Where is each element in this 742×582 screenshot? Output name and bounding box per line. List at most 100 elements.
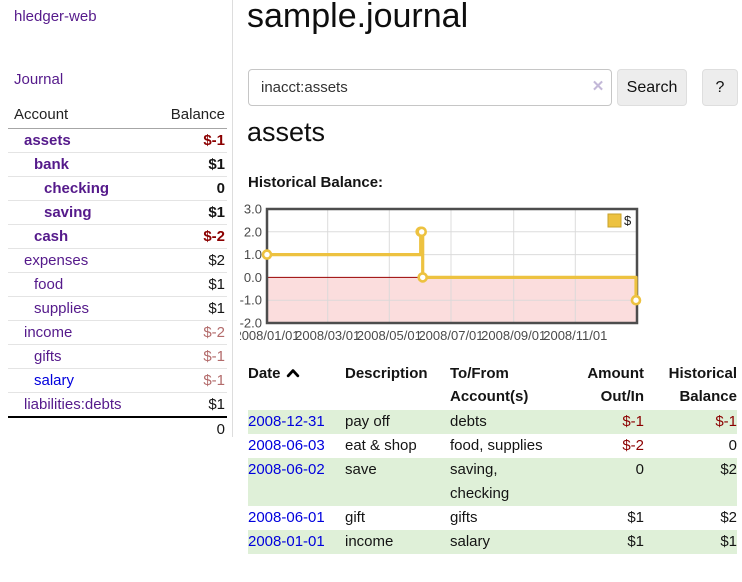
column-header-amount[interactable]: Amount Out/In: [587, 365, 644, 405]
account-balance: $1: [150, 152, 227, 177]
transaction-date[interactable]: 2008-06-02: [248, 458, 345, 506]
transaction-date[interactable]: 2008-06-01: [248, 506, 345, 530]
transaction-date-link[interactable]: 2008-06-01: [248, 509, 325, 526]
account-link[interactable]: salary: [34, 372, 75, 389]
accounts-total-balance: 0: [150, 416, 227, 441]
svg-text:0.0: 0.0: [244, 270, 262, 285]
transaction-accounts: gifts: [450, 509, 478, 526]
accounts-header-account: Account: [8, 103, 151, 129]
help-button[interactable]: ?: [702, 69, 738, 106]
account-link[interactable]: assets: [24, 132, 71, 149]
account-link[interactable]: food: [34, 276, 64, 293]
account-balance: $1: [150, 272, 227, 297]
transaction-description: gift: [345, 509, 366, 526]
app-title-link[interactable]: hledger-web: [14, 8, 97, 25]
column-header-accounts[interactable]: To/From Account(s): [450, 365, 529, 405]
svg-text:2008/07/01: 2008/07/01: [418, 328, 483, 343]
transaction-amount: $-2: [622, 437, 644, 454]
data-point-marker: [417, 272, 428, 283]
svg-text:2.0: 2.0: [244, 224, 262, 239]
sidebar: hledger-web Journal Account Balance asse…: [0, 0, 233, 441]
transaction-balance: $2: [720, 509, 737, 526]
account-link[interactable]: gifts: [34, 348, 62, 365]
transaction-balance: 0: [728, 437, 737, 454]
transaction-balance: $2: [720, 461, 737, 478]
sort-up-icon: [286, 363, 300, 386]
svg-text:1.0: 1.0: [244, 247, 262, 262]
account-heading: assets: [247, 117, 326, 147]
svg-text:2008/11/01: 2008/11/01: [543, 328, 607, 343]
svg-text:2008/01/01: 2008/01/01: [240, 328, 300, 343]
account-row: salary $-1: [8, 368, 227, 393]
account-row: cash $-2: [8, 224, 227, 249]
account-link[interactable]: income: [24, 324, 73, 341]
account-balance: $1: [150, 392, 227, 418]
transaction-balance: $-1: [715, 413, 737, 430]
account-balance: $-2: [150, 224, 227, 249]
account-link[interactable]: expenses: [24, 252, 89, 269]
account-balance: $-2: [150, 320, 227, 345]
transaction-date[interactable]: 2008-06-03: [248, 434, 345, 458]
account-balance: $-1: [150, 368, 227, 393]
transaction-accounts: food, supplies: [450, 437, 543, 454]
account-link[interactable]: checking: [44, 180, 110, 197]
transaction-row: 2008-06-01 gift gifts $1 $2: [248, 506, 737, 530]
account-link[interactable]: bank: [34, 156, 70, 173]
transactions-header-row: Date Description To/From Account(s) Amou…: [248, 362, 737, 410]
svg-text:3.0: 3.0: [244, 202, 262, 217]
transaction-amount: $1: [627, 509, 644, 526]
transaction-row: 2008-06-02 save saving, checking 0 $2: [248, 458, 737, 506]
transaction-date-link[interactable]: 2008-12-31: [248, 413, 325, 430]
transaction-balance: $1: [720, 533, 737, 550]
account-link[interactable]: liabilities:debts: [24, 396, 122, 413]
transaction-description: pay off: [345, 413, 390, 430]
account-balance: $1: [150, 200, 227, 225]
accounts-header-row: Account Balance: [8, 103, 227, 129]
account-row: food $1: [8, 272, 227, 297]
account-link[interactable]: saving: [44, 204, 92, 221]
column-header-description[interactable]: Description: [345, 365, 428, 382]
transaction-date-link[interactable]: 2008-01-01: [248, 533, 325, 550]
column-header-balance[interactable]: Historical Balance: [668, 365, 737, 405]
account-row: bank $1: [8, 152, 227, 177]
search-button[interactable]: Search: [617, 69, 687, 106]
account-row: income $-2: [8, 320, 227, 345]
svg-text:-2.0: -2.0: [240, 316, 262, 331]
legend-label: $: [624, 213, 632, 228]
transaction-date[interactable]: 2008-12-31: [248, 410, 345, 434]
account-balance: 0: [150, 176, 227, 201]
account-balance: $2: [150, 248, 227, 273]
total-spacer: [8, 416, 151, 441]
sidebar-item-journal[interactable]: Journal: [14, 71, 64, 88]
account-balance: $-1: [150, 128, 227, 153]
transaction-date[interactable]: 2008-01-01: [248, 530, 345, 554]
account-row: gifts $-1: [8, 344, 227, 369]
account-link[interactable]: cash: [34, 228, 69, 245]
column-header-date[interactable]: Date: [248, 362, 345, 410]
account-balance: $1: [150, 296, 227, 321]
page-title: sample.journal: [247, 0, 469, 35]
transaction-row: 2008-12-31 pay off debts $-1 $-1: [248, 410, 737, 434]
svg-text:2008/09/01: 2008/09/01: [481, 328, 546, 343]
data-point-marker: [261, 249, 273, 260]
account-link[interactable]: supplies: [34, 300, 90, 317]
clear-search-icon[interactable]: ✕: [591, 78, 605, 95]
account-row: supplies $1: [8, 296, 227, 321]
transaction-date-link[interactable]: 2008-06-02: [248, 461, 325, 478]
chart-title: Historical Balance:: [248, 174, 384, 191]
transaction-description: save: [345, 461, 377, 478]
transaction-date-link[interactable]: 2008-06-03: [248, 437, 325, 454]
historical-balance-chart[interactable]: $3.0 2.0 1.0 0.0 -1.0 -2.02008/01/012008/03/0…: [240, 202, 740, 350]
transaction-row: 2008-06-03 eat & shop food, supplies $-2 0: [248, 434, 737, 458]
accounts-total-row: 0: [8, 416, 227, 441]
account-row: assets $-1: [8, 128, 227, 153]
accounts-table: Account Balance assets $-1 bank $1 checking 0…: [8, 103, 227, 441]
legend-swatch: [607, 213, 622, 228]
search-input[interactable]: [248, 69, 612, 106]
data-point-marker: [416, 226, 427, 238]
svg-text:2008/03/01: 2008/03/01: [295, 328, 360, 343]
svg-text:2008/05/01: 2008/05/01: [357, 328, 422, 343]
transaction-accounts: debts: [450, 413, 487, 430]
account-row: expenses $2: [8, 248, 227, 273]
transaction-amount: $1: [627, 533, 644, 550]
